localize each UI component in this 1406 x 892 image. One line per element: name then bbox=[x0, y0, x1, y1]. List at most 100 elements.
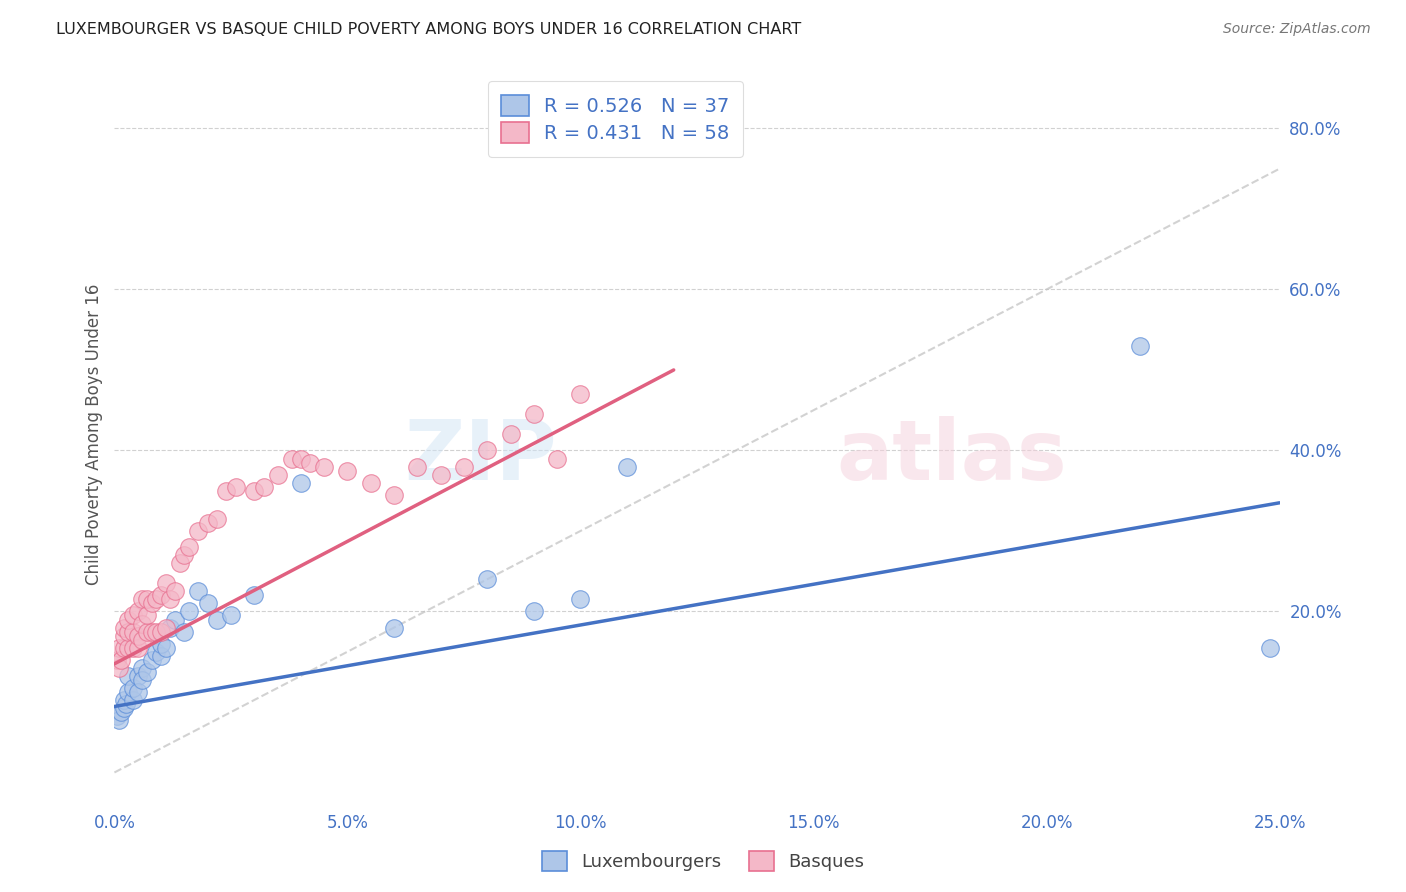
Point bbox=[136, 624, 159, 639]
Text: atlas: atlas bbox=[837, 416, 1067, 497]
Point bbox=[122, 693, 145, 707]
Point bbox=[112, 693, 135, 707]
Point bbox=[122, 681, 145, 695]
Legend: Luxembourgers, Basques: Luxembourgers, Basques bbox=[534, 844, 872, 879]
Point bbox=[117, 613, 139, 627]
Point bbox=[205, 613, 228, 627]
Point bbox=[141, 624, 163, 639]
Point bbox=[145, 624, 167, 639]
Point bbox=[150, 648, 173, 663]
Point bbox=[136, 592, 159, 607]
Point bbox=[314, 459, 336, 474]
Point bbox=[127, 685, 149, 699]
Point bbox=[499, 427, 522, 442]
Text: ZIP: ZIP bbox=[405, 416, 557, 497]
Point bbox=[523, 407, 546, 421]
Point bbox=[616, 459, 638, 474]
Point bbox=[177, 540, 200, 554]
Point bbox=[145, 645, 167, 659]
Point bbox=[141, 596, 163, 610]
Text: Source: ZipAtlas.com: Source: ZipAtlas.com bbox=[1223, 22, 1371, 37]
Point bbox=[360, 475, 382, 490]
Point bbox=[115, 697, 138, 711]
Point bbox=[127, 605, 149, 619]
Point bbox=[1129, 339, 1152, 353]
Point bbox=[131, 632, 153, 647]
Point bbox=[252, 480, 274, 494]
Point bbox=[215, 483, 238, 498]
Point bbox=[108, 661, 131, 675]
Point bbox=[150, 588, 173, 602]
Point bbox=[112, 640, 135, 655]
Point bbox=[127, 640, 149, 655]
Point bbox=[280, 451, 302, 466]
Point bbox=[219, 608, 242, 623]
Point bbox=[197, 516, 219, 530]
Point bbox=[112, 701, 135, 715]
Point bbox=[225, 480, 247, 494]
Point bbox=[159, 621, 181, 635]
Point bbox=[127, 629, 149, 643]
Point bbox=[546, 451, 568, 466]
Point bbox=[382, 621, 405, 635]
Point bbox=[122, 624, 145, 639]
Point bbox=[141, 653, 163, 667]
Point bbox=[453, 459, 475, 474]
Point bbox=[112, 629, 135, 643]
Point bbox=[477, 572, 499, 586]
Point bbox=[122, 640, 145, 655]
Point bbox=[159, 592, 181, 607]
Point bbox=[382, 488, 405, 502]
Text: LUXEMBOURGER VS BASQUE CHILD POVERTY AMONG BOYS UNDER 16 CORRELATION CHART: LUXEMBOURGER VS BASQUE CHILD POVERTY AMO… bbox=[56, 22, 801, 37]
Point bbox=[299, 456, 322, 470]
Point bbox=[131, 673, 153, 687]
Point bbox=[117, 685, 139, 699]
Point bbox=[108, 713, 131, 727]
Point bbox=[197, 596, 219, 610]
Point bbox=[117, 669, 139, 683]
Point bbox=[569, 592, 592, 607]
Point bbox=[177, 605, 200, 619]
Point bbox=[477, 443, 499, 458]
Point bbox=[187, 524, 209, 538]
Point bbox=[523, 605, 546, 619]
Point bbox=[131, 592, 153, 607]
Point bbox=[163, 584, 186, 599]
Point bbox=[290, 451, 312, 466]
Point bbox=[173, 548, 195, 562]
Point bbox=[105, 653, 128, 667]
Point bbox=[117, 624, 139, 639]
Point bbox=[155, 576, 177, 591]
Point bbox=[406, 459, 429, 474]
Point bbox=[155, 621, 177, 635]
Point bbox=[243, 483, 266, 498]
Point bbox=[117, 640, 139, 655]
Point bbox=[127, 669, 149, 683]
Point bbox=[145, 592, 167, 607]
Point bbox=[187, 584, 209, 599]
Y-axis label: Child Poverty Among Boys Under 16: Child Poverty Among Boys Under 16 bbox=[86, 284, 103, 585]
Point bbox=[150, 624, 173, 639]
Point bbox=[131, 661, 153, 675]
Point bbox=[112, 621, 135, 635]
Point bbox=[108, 640, 131, 655]
Point bbox=[243, 588, 266, 602]
Point bbox=[290, 475, 312, 490]
Point bbox=[336, 464, 359, 478]
Point bbox=[110, 653, 132, 667]
Point bbox=[173, 624, 195, 639]
Point bbox=[110, 705, 132, 719]
Legend: R = 0.526   N = 37, R = 0.431   N = 58: R = 0.526 N = 37, R = 0.431 N = 58 bbox=[488, 81, 742, 157]
Point bbox=[163, 613, 186, 627]
Point bbox=[169, 556, 191, 570]
Point bbox=[105, 709, 128, 723]
Point bbox=[131, 616, 153, 631]
Point bbox=[569, 387, 592, 401]
Point bbox=[136, 608, 159, 623]
Point bbox=[205, 512, 228, 526]
Point bbox=[429, 467, 451, 482]
Point bbox=[122, 608, 145, 623]
Point bbox=[150, 637, 173, 651]
Point bbox=[266, 467, 288, 482]
Point bbox=[1258, 640, 1281, 655]
